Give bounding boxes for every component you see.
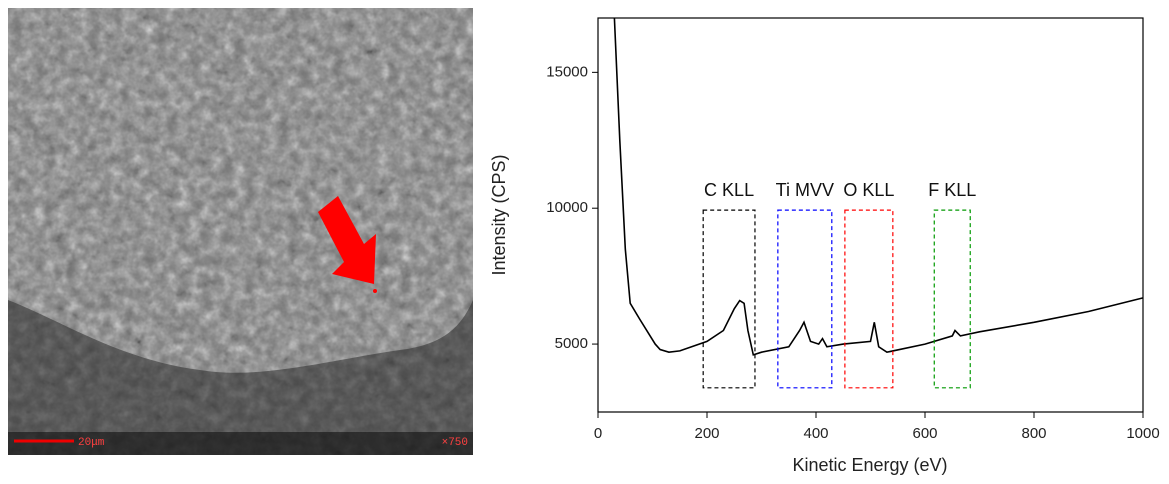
- x-tick-label: 400: [803, 425, 828, 442]
- y-tick-label: 10000: [546, 199, 588, 216]
- y-tick-label: 5000: [555, 335, 588, 352]
- x-tick-label: 200: [694, 425, 719, 442]
- x-tick-label: 0: [594, 425, 602, 442]
- x-tick-label: 1000: [1126, 425, 1159, 442]
- region-label: Ti MVV: [776, 180, 834, 200]
- region-box: [933, 209, 971, 389]
- magnification: ×750: [442, 437, 468, 449]
- plot-frame: [597, 17, 1144, 413]
- info-bar: [8, 432, 473, 455]
- x-tick-label: 600: [912, 425, 937, 442]
- x-tick-label: 800: [1021, 425, 1046, 442]
- region-box: [777, 209, 833, 389]
- point: [373, 289, 377, 293]
- region-label: O KLL: [843, 180, 894, 200]
- spectrum-line: [613, 17, 1144, 356]
- region-box: [844, 209, 894, 389]
- scale-label: 20μm: [78, 437, 105, 449]
- sem-shadow: [8, 300, 473, 455]
- y-tick-label: 15000: [546, 63, 588, 80]
- sem-image: 20μm ×750: [8, 8, 473, 455]
- region-box: [702, 209, 756, 389]
- y-axis-title: Intensity (CPS): [489, 154, 509, 275]
- arrow: [318, 196, 376, 284]
- region-label: F KLL: [928, 180, 976, 200]
- x-axis-title: Kinetic Energy (eV): [792, 455, 947, 475]
- region-label: C KLL: [704, 180, 754, 200]
